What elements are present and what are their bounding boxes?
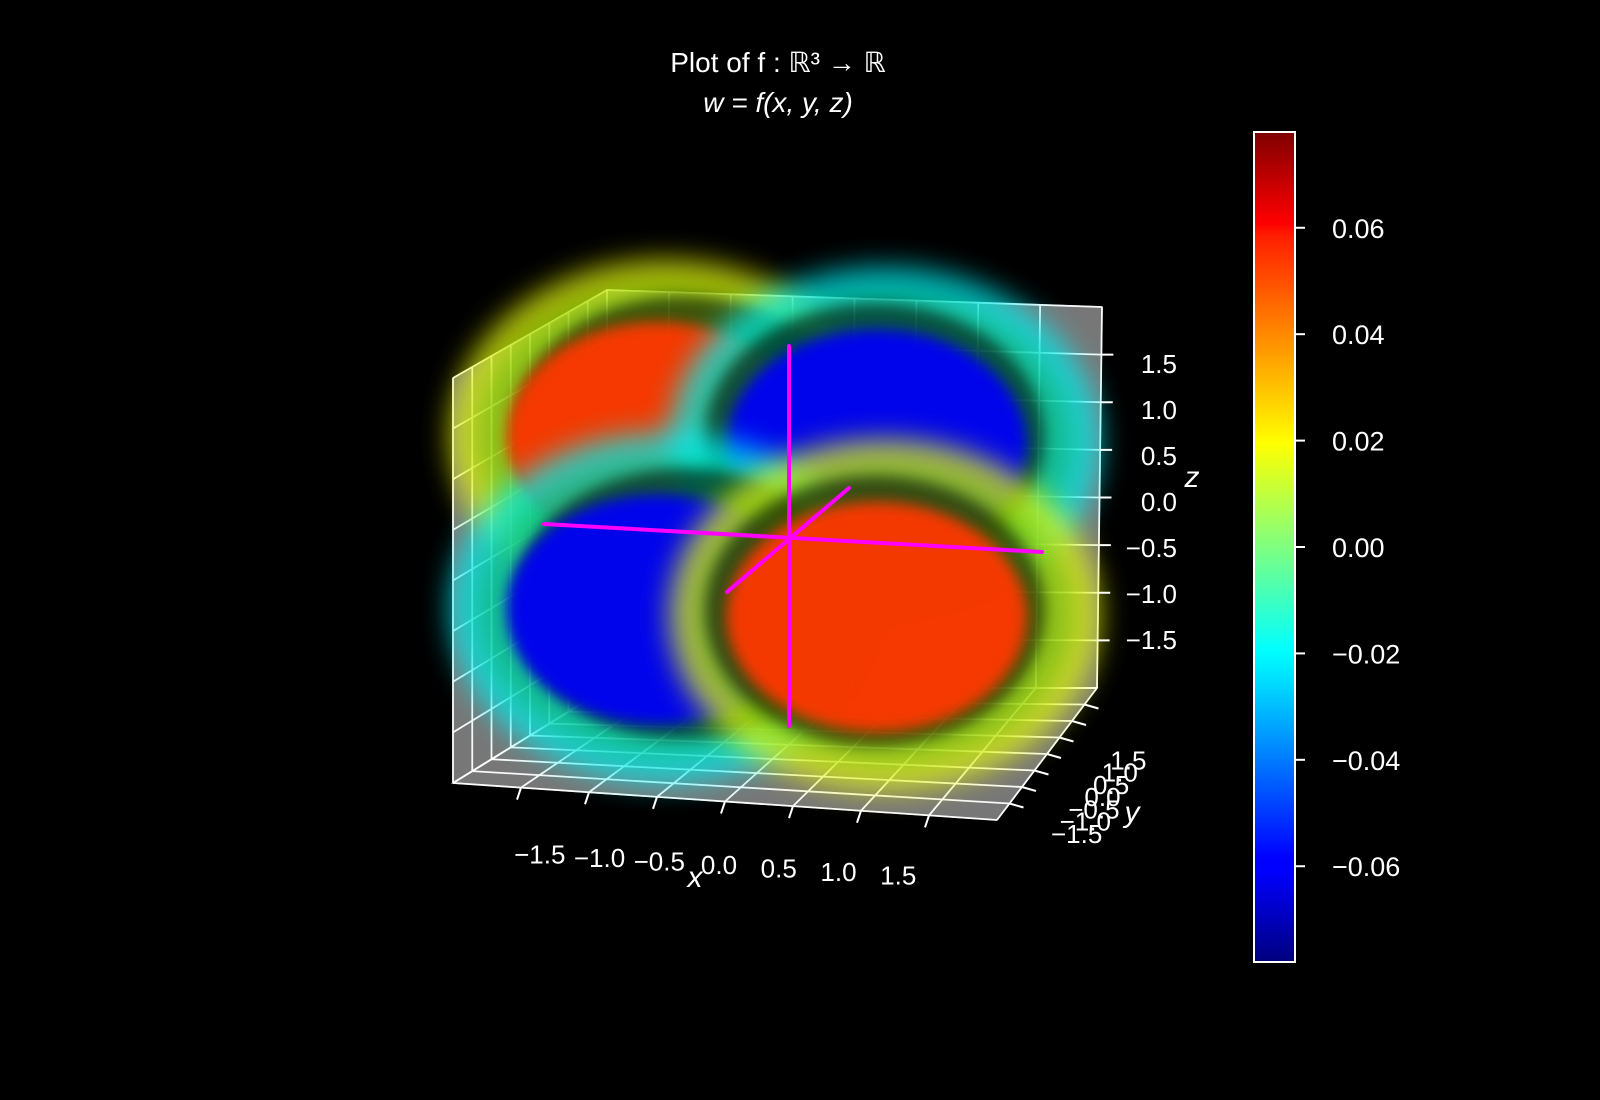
colorbar-tick-label: 0.00 (1332, 533, 1385, 563)
z-tick-label: −1.5 (1126, 625, 1177, 655)
x-axis-label: x (686, 861, 704, 894)
z-axis-label: z (1184, 461, 1200, 494)
x-tick-label: 1.5 (880, 861, 916, 891)
y-tick-mark (1034, 769, 1049, 776)
ref-axis-y (725, 486, 851, 594)
z-tick-label: −0.5 (1126, 533, 1177, 563)
x-tick-labels: −1.5 −1.0 −0.5 0.0 0.5 1.0 1.5 (514, 787, 930, 891)
y-tick-mark (1059, 736, 1074, 743)
z-tick-label: 0.0 (1141, 487, 1177, 517)
x-tick-label: −1.0 (574, 843, 625, 873)
reference-axes (542, 344, 1044, 728)
colorbar-ticks: 0.06 0.04 0.02 0.00 −0.02 −0.04 −0.06 (1295, 214, 1400, 882)
y-tick-mark (1009, 802, 1024, 809)
y-tick-label: 1.5 (1110, 745, 1146, 775)
x-tick-label: 0.0 (701, 850, 737, 880)
colorbar-tick-label: 0.06 (1332, 214, 1385, 244)
colorbar-tick-label: 0.02 (1332, 427, 1385, 457)
y-tick-label: 0.5 (1093, 770, 1129, 800)
y-tick-label: −1.5 (1051, 819, 1102, 849)
lobe-core (726, 501, 1027, 732)
x-tick-mark (720, 801, 726, 814)
y-tick-mark (1021, 786, 1037, 792)
y-tick-label: −0.5 (1068, 794, 1119, 824)
y-tick-label: 1.0 (1102, 758, 1138, 788)
x-tick-mark (788, 805, 794, 819)
x-tick-mark (584, 791, 590, 805)
y-tick-label: −1.0 (1060, 807, 1111, 837)
x-tick-mark (856, 810, 862, 824)
z-tick-label: 1.5 (1141, 349, 1177, 379)
z-tick-label: 1.0 (1141, 395, 1177, 425)
y-axis-label: y (1123, 796, 1142, 829)
z-tick-label: −1.0 (1126, 579, 1177, 609)
chart-title: Plot of f : ℝ³ → ℝ (670, 47, 886, 78)
colorbar-tick-label: 0.04 (1332, 320, 1385, 350)
x-tick-label: −0.5 (634, 847, 685, 877)
z-tick-label: 0.5 (1141, 441, 1177, 471)
y-tick-label: 0.0 (1084, 782, 1120, 812)
x-tick-mark (516, 787, 522, 800)
x-tick-label: 1.0 (820, 857, 856, 887)
x-tick-label: −1.5 (514, 840, 565, 870)
y-tick-labels: −1.5−1.0−0.50.00.51.01.5 (1009, 703, 1146, 849)
chart-subtitle: w = f(x, y, z) (703, 87, 853, 118)
x-tick-mark (652, 796, 658, 810)
colorbar-tick-label: −0.02 (1332, 639, 1400, 669)
x-tick-mark (924, 815, 930, 828)
colorbar-tick-label: −0.06 (1332, 852, 1400, 882)
z-tick-labels: −1.5 −1.0 −0.5 0.0 0.5 1.0 1.5 (1097, 349, 1177, 655)
colorbar-tick-label: −0.04 (1332, 746, 1400, 776)
y-tick-mark (1084, 703, 1099, 710)
y-tick-mark (1046, 753, 1062, 759)
y-tick-mark (1071, 720, 1087, 726)
x-tick-label: 0.5 (761, 854, 797, 884)
colorbar (1253, 131, 1296, 963)
